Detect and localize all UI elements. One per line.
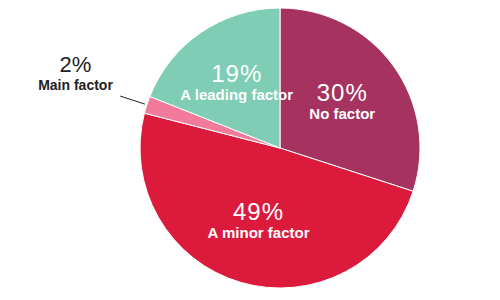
svg-text:30%: 30% xyxy=(317,79,368,106)
svg-text:Main factor: Main factor xyxy=(38,77,113,93)
svg-text:49%: 49% xyxy=(233,198,284,225)
svg-text:No factor: No factor xyxy=(309,105,375,122)
svg-text:2%: 2% xyxy=(60,52,92,77)
svg-text:A minor factor: A minor factor xyxy=(208,224,310,241)
svg-text:19%: 19% xyxy=(211,60,262,87)
svg-text:A leading factor: A leading factor xyxy=(180,86,293,103)
